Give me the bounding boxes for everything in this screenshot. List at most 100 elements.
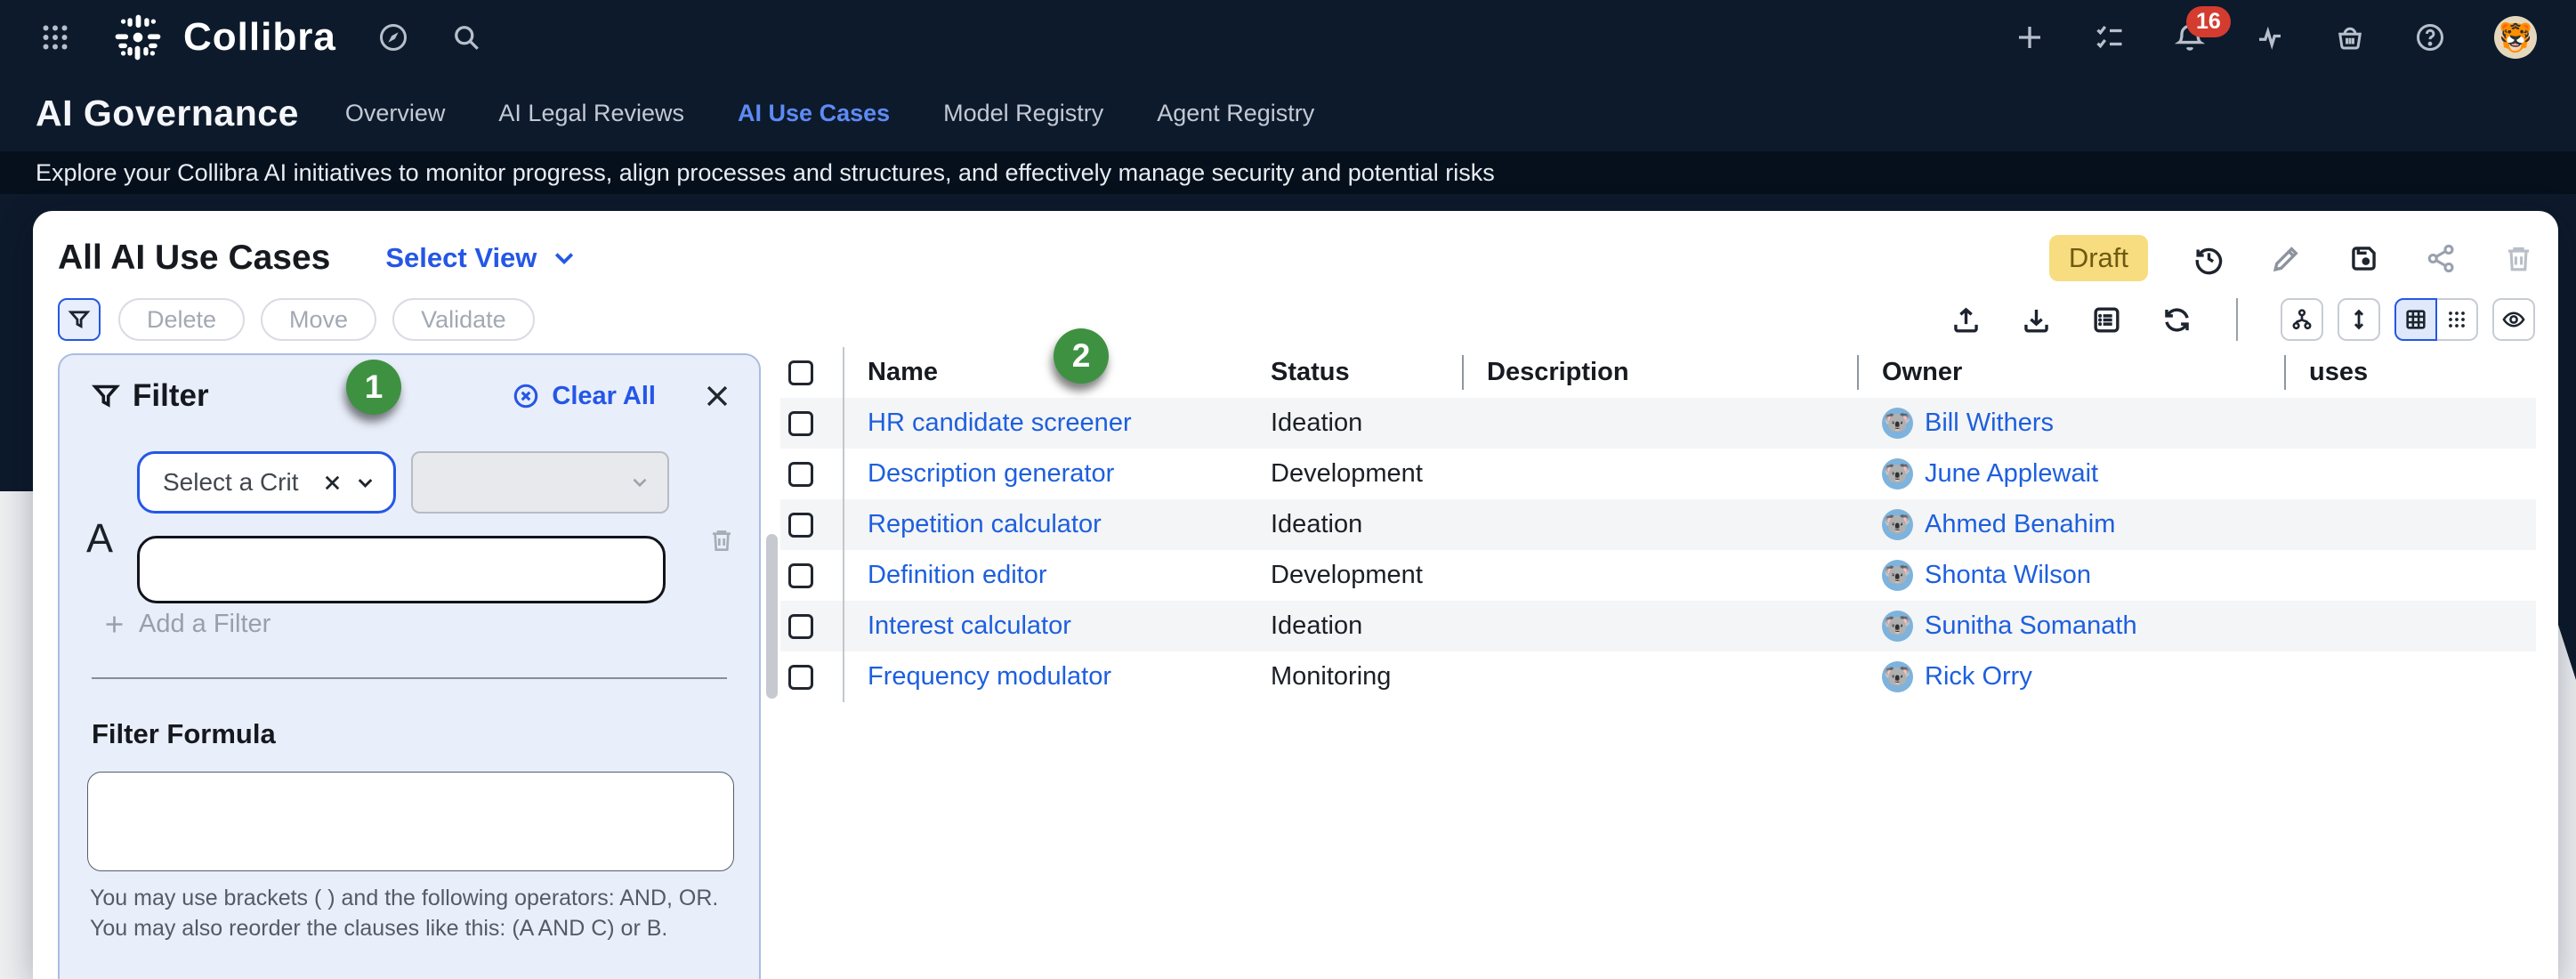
remove-clause-trash-icon[interactable]	[707, 526, 736, 554]
compass-icon[interactable]	[377, 21, 409, 53]
owner-cell: 🐨 Bill Withers	[1857, 408, 2284, 439]
tab-overview[interactable]: Overview	[344, 99, 446, 126]
save-icon[interactable]	[2347, 242, 2380, 275]
basket-icon[interactable]	[2334, 21, 2366, 53]
usecase-name-link[interactable]: Frequency modulator	[868, 662, 1112, 691]
status-cell: Ideation	[1271, 510, 1363, 538]
status-cell: Development	[1271, 561, 1423, 589]
usecase-name-link[interactable]: Repetition calculator	[868, 510, 1102, 538]
row-checkbox[interactable]	[788, 613, 813, 639]
bulk-action-buttons: Delete Move Validate	[118, 298, 535, 341]
user-avatar[interactable]: 🐯	[2494, 16, 2537, 59]
waffle-menu-icon[interactable]	[39, 21, 71, 53]
row-checkbox-cell	[780, 613, 843, 639]
owner-name-link[interactable]: June Applewait	[1925, 459, 2099, 488]
content-card: All AI Use Cases Select View Draft	[33, 211, 2558, 979]
clear-criteria-x-icon[interactable]	[320, 471, 344, 495]
owner-name-link[interactable]: Ahmed Benahim	[1925, 510, 2116, 538]
tab-model-registry[interactable]: Model Registry	[943, 99, 1104, 126]
row-checkbox[interactable]	[788, 410, 813, 436]
filter-panel-scrollbar[interactable]	[766, 534, 778, 699]
search-icon[interactable]	[450, 21, 482, 53]
clear-all-button[interactable]: Clear All	[512, 382, 656, 411]
criteria-value-input[interactable]	[137, 536, 666, 603]
select-all-checkbox[interactable]	[788, 360, 813, 385]
select-view-dropdown[interactable]: Select View	[385, 242, 577, 274]
help-icon[interactable]	[2414, 21, 2446, 53]
move-button[interactable]: Move	[261, 298, 377, 341]
delete-trash-icon[interactable]	[2502, 242, 2535, 275]
hierarchy-icon	[2292, 309, 2312, 330]
owner-avatar: 🐨	[1882, 661, 1913, 692]
preview-eye-button[interactable]	[2492, 298, 2535, 341]
notifications-bell[interactable]: 16	[2174, 6, 2231, 53]
table-row: Repetition calculator Ideation 🐨 Ahmed Bena…	[780, 499, 2536, 550]
funnel-icon	[92, 384, 120, 408]
row-height-button[interactable]	[2338, 298, 2380, 341]
close-panel-icon[interactable]	[702, 381, 732, 411]
usecase-name-link[interactable]: Description generator	[868, 459, 1115, 488]
usecase-name-link[interactable]: Interest calculator	[868, 611, 1071, 640]
column-header-description: Description	[1462, 347, 1857, 398]
row-checkbox[interactable]	[788, 664, 813, 690]
brand-logo[interactable]: Collibra	[112, 12, 336, 63]
row-checkbox[interactable]	[788, 562, 813, 588]
table-grid-icon	[2406, 310, 2426, 329]
panel-divider	[92, 677, 727, 679]
criteria-dropdown[interactable]: Select a Crit	[137, 451, 396, 514]
history-icon[interactable]	[2192, 242, 2225, 275]
name-cell: Frequency modulator	[843, 662, 1246, 692]
usecase-name-link[interactable]: HR candidate screener	[868, 409, 1132, 437]
page-title: AI Governance	[36, 92, 299, 134]
owner-cell: 🐨 Shonta Wilson	[1857, 560, 2284, 591]
filter-panel: Filter Clear All A Select a Crit	[58, 353, 761, 979]
name-cell: HR candidate screener	[843, 409, 1246, 438]
filter-toggle-button[interactable]	[58, 298, 101, 341]
tile-view-button[interactable]	[2435, 298, 2478, 341]
column-header-uses: uses	[2284, 347, 2536, 398]
refresh-sync-icon[interactable]	[2160, 303, 2193, 336]
download-icon[interactable]	[2020, 303, 2053, 336]
activity-pulse-icon[interactable]	[2254, 21, 2286, 53]
create-plus-icon[interactable]	[2014, 21, 2046, 53]
plus-icon	[106, 616, 123, 633]
navbar-right: 16 🐯	[2014, 6, 2537, 59]
table-toolbar: Delete Move Validate	[58, 296, 2535, 343]
status-cell: Ideation	[1271, 409, 1363, 437]
validate-button[interactable]: Validate	[392, 298, 535, 341]
hierarchy-view-button[interactable]	[2281, 298, 2323, 341]
owner-name-link[interactable]: Rick Orry	[1925, 662, 2032, 691]
usecase-name-link[interactable]: Definition editor	[868, 561, 1047, 589]
tab-ai-legal-reviews[interactable]: AI Legal Reviews	[498, 99, 685, 126]
delete-button[interactable]: Delete	[118, 298, 246, 341]
report-list-icon[interactable]	[2090, 303, 2123, 336]
owner-avatar: 🐨	[1882, 560, 1913, 591]
share-icon[interactable]	[2425, 242, 2458, 275]
page-subtitle: Explore your Collibra AI initiatives to …	[36, 158, 1495, 186]
table-view-button-active[interactable]	[2394, 298, 2437, 341]
add-filter-label: Add a Filter	[139, 610, 271, 638]
row-checkbox-cell	[780, 410, 843, 436]
row-checkbox-cell	[780, 664, 843, 690]
owner-name-link[interactable]: Sunitha Somanath	[1925, 611, 2137, 640]
row-checkbox[interactable]	[788, 461, 813, 487]
operator-dropdown-disabled[interactable]	[411, 451, 669, 514]
upload-icon[interactable]	[1950, 303, 1982, 336]
owner-name-link[interactable]: Bill Withers	[1925, 409, 2055, 437]
filter-panel-header: Filter Clear All	[90, 378, 732, 414]
filter-formula-textarea[interactable]	[87, 772, 734, 871]
chevron-down-icon	[633, 478, 647, 488]
tab-ai-use-cases[interactable]: AI Use Cases	[738, 99, 891, 126]
add-filter-button[interactable]: Add a Filter	[102, 610, 271, 639]
edit-pencil-icon[interactable]	[2270, 242, 2303, 275]
row-checkbox-cell	[780, 461, 843, 487]
tab-agent-registry[interactable]: Agent Registry	[1157, 99, 1315, 126]
row-checkbox[interactable]	[788, 512, 813, 538]
status-badge-draft: Draft	[2048, 235, 2148, 281]
owner-name-link[interactable]: Shonta Wilson	[1925, 561, 2091, 589]
owner-cell: 🐨 Rick Orry	[1857, 661, 2284, 692]
tasks-checklist-icon[interactable]	[2094, 21, 2126, 53]
owner-avatar: 🐨	[1882, 509, 1913, 540]
table-toolbar-right	[1950, 298, 2535, 341]
